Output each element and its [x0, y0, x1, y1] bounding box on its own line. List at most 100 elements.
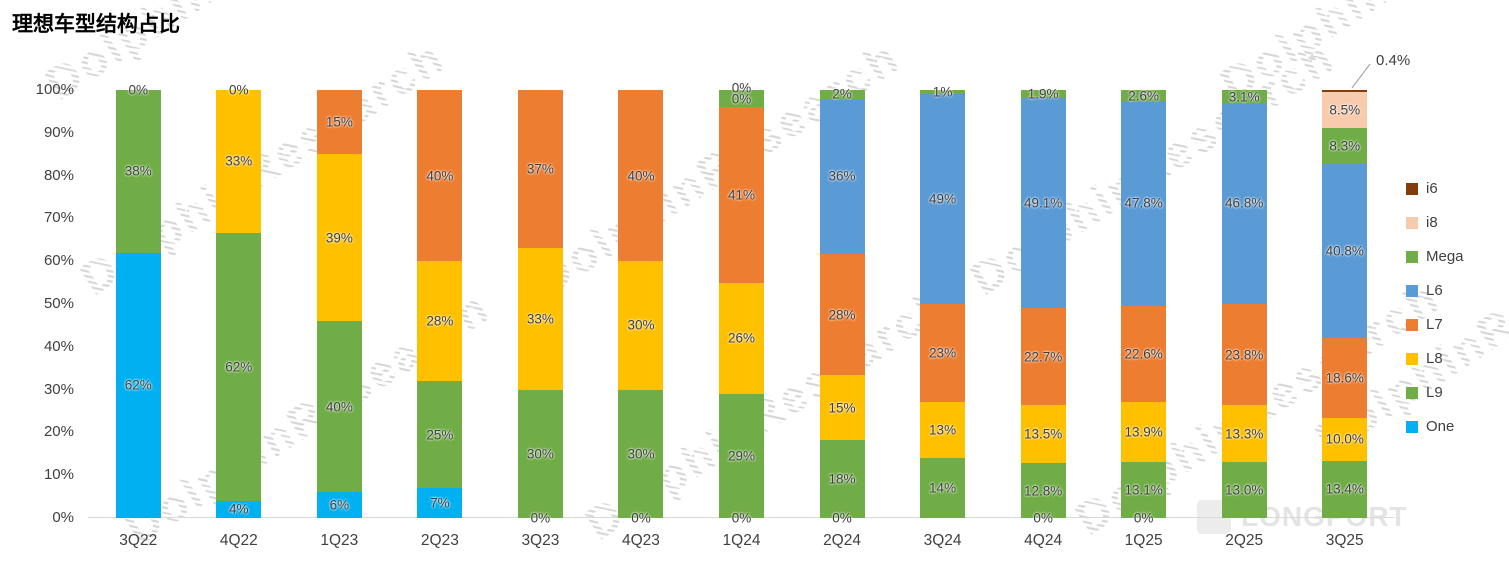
bar-segment-3Q24-L7: [920, 304, 966, 403]
bar-segment-1Q25-L6: [1121, 101, 1167, 306]
bar-segment-1Q24-Mega: [719, 90, 764, 108]
x-axis-label-1Q25: 1Q25: [1124, 532, 1163, 549]
legend-label-L8: L8: [1426, 350, 1443, 367]
bar-segment-3Q25-L6: [1322, 163, 1368, 339]
bar-label-2Q23-L7: 40%: [426, 168, 454, 184]
bar-label-3Q25-L7: 18.6%: [1325, 370, 1364, 386]
bar-label-3Q25-L8: 10.0%: [1325, 431, 1364, 447]
y-axis-label-10pct: 10%: [43, 466, 74, 484]
bar-label-2Q24-L8: 15%: [828, 400, 856, 416]
legend-label-Mega: Mega: [1426, 248, 1464, 265]
legend-swatch-Mega: [1406, 250, 1418, 263]
bar-segment-3Q25-i6: [1322, 90, 1368, 92]
bar-segment-4Q23-L8: [618, 261, 664, 390]
x-axis-label-1Q23: 1Q23: [320, 532, 359, 549]
legend-label-i6: i6: [1426, 180, 1438, 197]
bar-segment-3Q24-L9: [920, 458, 966, 518]
bar-label-4Q22-One: 4%: [229, 501, 249, 517]
bar-segment-3Q24-L6: [920, 94, 966, 304]
bar-label-3Q25-L6: 40.8%: [1325, 243, 1364, 259]
bar-label-2Q23-One: 7%: [430, 495, 450, 511]
bar-segment-2Q25-L7: [1221, 303, 1267, 406]
bar-label-3Q25-L9: 13.4%: [1325, 481, 1364, 497]
legend-item-L8: L8: [1406, 350, 1464, 367]
bar-label-4Q22-L7: 0%: [229, 82, 249, 98]
legend-swatch-L6: [1406, 284, 1418, 297]
bar-label-3Q23-L9: 30%: [526, 446, 554, 462]
y-axis-label-100pct: 100%: [35, 81, 74, 98]
bar-segment-2Q25-L6: [1221, 103, 1267, 304]
bar-segment-3Q25-L9: [1322, 460, 1368, 518]
y-axis-label-60pct: 60%: [43, 252, 74, 270]
bar-segment-3Q23-L7: [517, 90, 563, 249]
y-axis-label-0pct: 0%: [52, 509, 74, 526]
bar-label-1Q23-L7: 15%: [325, 114, 353, 130]
bar-segment-1Q23-L8: [316, 154, 362, 322]
bar-segment-2Q24-L7: [819, 254, 865, 376]
bar-label-3Q22-L8: 0%: [128, 82, 149, 98]
bar-label-2Q24-L9: 18%: [828, 471, 856, 487]
bar-segment-2Q24-L6: [819, 98, 865, 255]
x-axis-label-4Q22: 4Q22: [219, 532, 258, 549]
bar-label-2Q24-L7: 28%: [828, 307, 856, 323]
bar-segment-4Q22-L9: [216, 232, 262, 501]
x-axis-label-2Q24: 2Q24: [823, 532, 861, 549]
legend: i6 i8 Mega L6 L7 L8 L9 One: [1406, 180, 1464, 435]
bar-label-1Q24-L8: 26%: [727, 330, 756, 346]
bar-label-3Q23-L8: 33%: [526, 311, 554, 327]
bar-label-1Q24-One: 0%: [731, 510, 752, 526]
bar-label-2Q25-L8: 13.3%: [1225, 426, 1264, 442]
bar-label-2Q25-L6: 46.8%: [1225, 195, 1264, 211]
bar-segment-2Q25-L8: [1221, 405, 1267, 463]
bar-label-3Q24-L6: 49%: [929, 191, 957, 207]
legend-item-i6: i6: [1406, 180, 1464, 197]
bar-label-1Q24-L9: 29%: [727, 448, 756, 464]
bar-label-2Q23-L9: 25%: [426, 427, 454, 443]
legend-label-L7: L7: [1426, 316, 1443, 333]
bar-label-3Q22-L9: 38%: [124, 163, 152, 179]
bar-label-1Q25-L9: 13.1%: [1124, 482, 1163, 498]
legend-label-One: One: [1426, 418, 1455, 435]
x-axis-label-4Q24: 4Q24: [1024, 532, 1063, 549]
bar-segment-2Q24-Mega: [819, 90, 865, 99]
bar-label-1Q24-Mega: 0%: [731, 91, 752, 107]
bar-segment-4Q22-One: [216, 500, 262, 518]
bar-segment-2Q23-L7: [417, 90, 463, 262]
legend-swatch-i8: [1406, 216, 1418, 229]
bar-label-2Q25-L9: 13.0%: [1225, 482, 1264, 498]
bar-segment-3Q25-L7: [1322, 338, 1368, 418]
bar-segment-4Q24-L9: [1020, 463, 1066, 518]
bar-label-1Q23-L9: 40%: [325, 399, 353, 415]
legend-label-L6: L6: [1426, 282, 1443, 299]
bar-label-1Q25-One: 0%: [1133, 510, 1154, 526]
x-axis-label-1Q24: 1Q24: [722, 532, 761, 549]
bar-label-1Q25-L8: 13.9%: [1124, 424, 1163, 440]
bar-label-4Q24-L9: 12.8%: [1023, 483, 1063, 499]
bar-label-2Q25-Mega: 3.1%: [1228, 89, 1260, 105]
legend-item-Mega: Mega: [1406, 248, 1464, 265]
bar-segment-3Q22-L9: [115, 90, 161, 253]
legend-label-i8: i8: [1426, 214, 1438, 231]
bar-label-4Q24-One: 0%: [1033, 510, 1053, 526]
bar-label-2Q23-L8: 28%: [426, 313, 454, 329]
bar-label-4Q23-L8: 30%: [627, 317, 655, 333]
bar-label-3Q23-L7: 37%: [526, 161, 554, 177]
bar-label-4Q23-L7: 40%: [627, 168, 655, 184]
bar-label-4Q24-L6: 49.1%: [1023, 195, 1063, 211]
bar-segment-3Q23-L8: [517, 248, 563, 390]
bar-segment-2Q23-One: [417, 488, 463, 518]
x-axis-label-3Q22: 3Q22: [119, 532, 158, 549]
bar-label-3Q25-i8: 8.5%: [1329, 102, 1361, 118]
bar-segment-4Q24-Mega: [1020, 90, 1066, 99]
bar-segment-1Q24-L9: [719, 393, 764, 518]
bar-segment-3Q25-Mega: [1322, 128, 1368, 164]
bar-label-2Q24-One: 0%: [832, 510, 852, 526]
chart-title: 理想车型结构占比: [12, 13, 180, 36]
x-axis: 3Q22 4Q22 1Q23 2Q23 3Q23 4Q23 1Q24 2Q24 3Q24 4Q24…: [88, 532, 1395, 554]
bar-segment-4Q24-L7: [1020, 308, 1066, 406]
legend-label-L9: L9: [1426, 384, 1443, 401]
bar-segment-2Q23-L9: [417, 381, 463, 489]
bar-label-1Q23-One: 6%: [329, 497, 350, 513]
bar-segment-2Q24-L9: [819, 440, 865, 518]
